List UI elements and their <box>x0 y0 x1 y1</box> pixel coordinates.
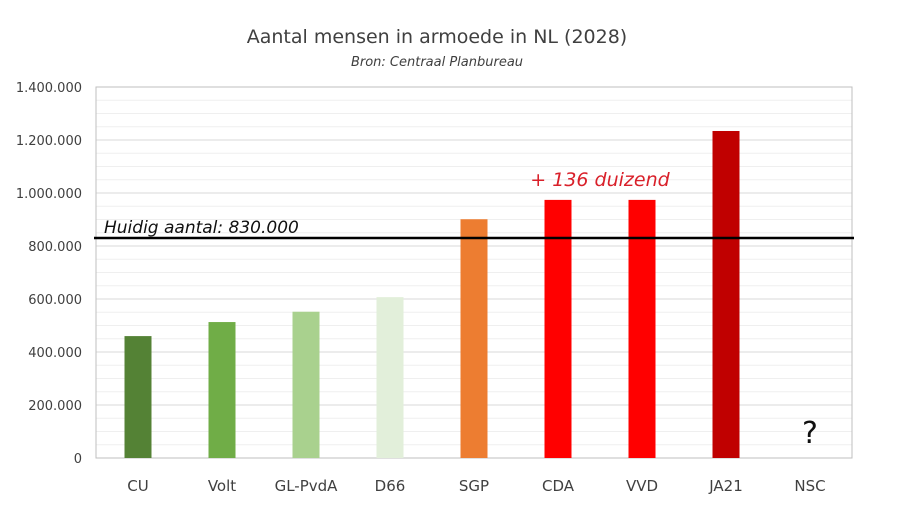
x-axis-ticks: CU Volt GL-PvdA D66 SGP CDA VVD JA21 NSC <box>127 477 825 495</box>
y-tick-label: 600.000 <box>28 293 82 308</box>
x-tick-label: NSC <box>794 477 825 495</box>
chart-title: Aantal mensen in armoede in NL (2028) <box>247 26 627 48</box>
bar-d66 <box>376 297 404 458</box>
chart-subtitle: Bron: Centraal Planbureau <box>351 55 523 70</box>
y-tick-label: 400.000 <box>28 346 82 361</box>
y-tick-label: 0 <box>74 452 82 467</box>
y-tick-label: 800.000 <box>28 240 82 255</box>
bar-cu <box>124 336 152 458</box>
x-tick-label: JA21 <box>708 477 743 495</box>
bar-cda <box>544 199 572 458</box>
x-tick-label: GL-PvdA <box>275 477 339 495</box>
bar-volt <box>208 322 236 458</box>
x-tick-label: D66 <box>375 477 406 495</box>
x-tick-label: CDA <box>542 477 575 495</box>
reference-line-label: Huidig aantal: 830.000 <box>104 218 299 238</box>
nsc-unknown-marker: ? <box>802 416 818 451</box>
bars <box>124 130 740 459</box>
x-tick-label: SGP <box>459 477 489 495</box>
bar-vvd <box>628 199 656 458</box>
increase-annotation: + 136 duizend <box>530 169 670 191</box>
bar-ja21 <box>712 130 740 459</box>
y-tick-label: 1.400.000 <box>16 81 82 96</box>
y-axis-ticks: 0 200.000 400.000 600.000 800.000 1.000.000 1.… <box>16 81 82 467</box>
y-tick-label: 1.000.000 <box>16 187 82 202</box>
y-tick-label: 1.200.000 <box>16 134 82 149</box>
x-tick-label: Volt <box>208 477 236 495</box>
x-tick-label: VVD <box>626 477 658 495</box>
x-tick-label: CU <box>127 477 148 495</box>
bar-sgp <box>460 219 488 458</box>
y-tick-label: 200.000 <box>28 399 82 414</box>
bar-gl-pvda <box>292 311 320 458</box>
